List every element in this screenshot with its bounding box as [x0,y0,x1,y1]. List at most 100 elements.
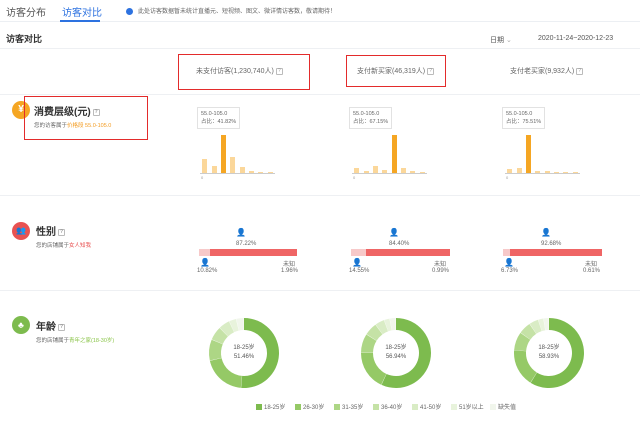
tab-visitor-comparison[interactable]: 访客对比 [62,8,102,19]
legend-swatch [334,404,340,411]
price-bar [410,171,416,173]
legend-label: 41-50岁 [420,405,442,411]
donut-slice [529,319,542,334]
gender-bar-female-segment [365,249,450,256]
legend-label: 51岁以上 [459,405,484,411]
price-tooltip: 55.0-105.0 占比：75.51% [502,107,546,129]
people-icon: 👥 [12,222,30,240]
legend-swatch [412,404,418,411]
legend-item[interactable]: 36-40岁 [373,402,402,411]
price-bar [372,165,378,173]
legend-item[interactable]: 51岁以上 [451,402,484,411]
chart-axis [505,173,580,174]
donut-center-text: 18-25岁 58.93% [538,345,560,360]
help-icon[interactable]: ? [576,67,584,75]
donut-slice [375,320,389,335]
donut-slice [514,350,537,383]
gender-bar-female-segment [209,249,298,256]
price-bar [516,168,522,173]
legend-label: 31-35岁 [342,405,364,411]
column-header-new-buyers: 支付新买家(46,319人)? [357,66,435,76]
price-bar [354,168,360,173]
female-percent: 84.40% [389,241,410,247]
gender-bar-male-segment [503,249,510,256]
notice-text: 此处访客数据暂未统计直播元、短视频、图文、微详情访客数，敬请期待！ [138,9,337,15]
age-donut-chart [209,318,279,388]
price-bar [419,171,425,173]
donut-slice [236,318,244,331]
price-bar [535,171,541,173]
help-icon[interactable]: ? [58,228,65,236]
column-header-old-buyers: 支付老买家(9,932人)? [510,66,584,76]
donut-slice [389,318,396,331]
donut-slice [543,318,549,331]
legend-item[interactable]: 缺失值 [490,402,516,411]
divider [0,94,640,95]
legend-item[interactable]: 26-30岁 [295,402,324,411]
price-tooltip: 55.0-105.0 占比：41.82% [197,107,241,129]
legend-label: 26-30岁 [303,405,325,411]
price-bar [391,135,397,173]
help-icon[interactable]: ? [275,67,283,75]
price-bar [239,167,245,173]
legend-item[interactable]: 18-25岁 [256,402,285,411]
female-percent: 92.68% [541,241,562,247]
price-bar [211,165,217,173]
row-subtitle-age: 您的店铺属于青年之家(18-30岁) [36,338,115,344]
row-title-gender: 性别? [36,227,65,238]
female-icon: 👤 [236,228,246,237]
donut-slice [514,332,531,352]
male-icon: 👤 [352,258,362,267]
donut-slice [209,339,223,361]
help-icon[interactable]: ? [92,108,100,116]
donut-slice [530,318,584,388]
date-range-picker[interactable]: 2020-11-24~2020-12-23 [538,35,614,42]
donut-slice [381,318,431,388]
gender-bar-male-segment [351,249,366,256]
donut-slice [209,358,242,388]
legend-item[interactable]: 41-50岁 [412,402,441,411]
help-icon[interactable]: ? [58,323,65,331]
price-bar [554,171,560,173]
price-bar [507,169,513,173]
price-bar [258,171,264,173]
date-granularity-select[interactable]: 日期 ⌄ [490,37,512,44]
donut-slice [538,318,546,332]
legend-label: 缺失值 [498,405,517,411]
donut-slice [211,327,228,345]
highlight-box-unpaid [178,54,310,90]
row-title-age: 年龄? [36,322,65,333]
price-bar [267,172,273,173]
price-bar [544,171,550,173]
axis-tick-label: 0 [506,175,509,180]
price-bar [202,159,208,173]
donut-center-text: 18-25岁 56.94% [385,345,407,360]
gender-bar-male-segment [199,249,210,256]
age-legend: 18-25岁 26-30岁 31-35岁 36-40岁 41-50岁 51岁以上 缺失值 [256,402,556,412]
age-donut-chart [361,318,431,388]
legend-swatch [256,404,262,411]
active-tab-indicator [60,20,100,22]
price-bar [382,169,388,173]
donut-slice [520,323,537,340]
axis-tick-label: 0 [201,175,204,180]
legend-swatch [451,404,457,411]
unknown-label: 未知 [283,262,296,268]
female-icon: 👤 [541,228,551,237]
price-bar [401,168,407,173]
price-bar [230,157,236,173]
price-bar [525,135,531,173]
chart-axis [352,173,427,174]
help-icon[interactable]: ? [427,67,435,75]
price-bar [249,171,255,173]
legend-item[interactable]: 31-35岁 [334,402,363,411]
column-header-unpaid: 未支付访客(1,230,740人)? [196,66,283,76]
male-percent: 14.55% [349,268,370,274]
unknown-label: 未知 [585,262,598,268]
donut-slice [361,353,387,385]
tab-visitor-distribution[interactable]: 访客分布 [6,8,46,19]
legend-swatch [373,404,379,411]
price-bar-chart [200,133,275,173]
yen-icon: ¥ [12,101,30,119]
donut-slice [361,334,377,353]
